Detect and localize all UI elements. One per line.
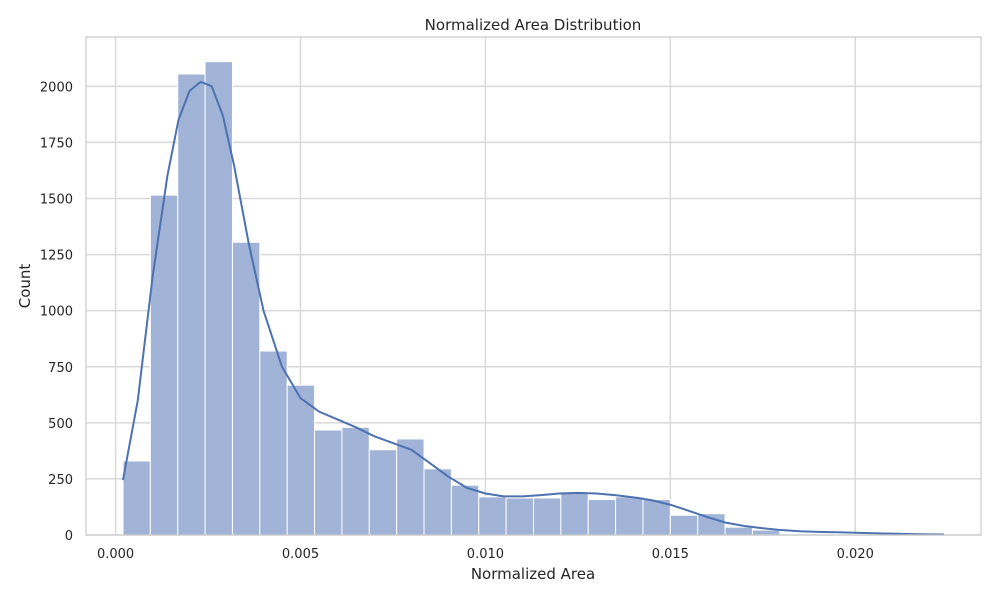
histogram-bar [150,195,177,535]
histogram-bar [561,494,588,536]
histogram-bar [424,469,451,535]
x-tick-label: 0.010 [467,547,504,562]
histogram-bar [315,430,342,535]
chart-title: Normalized Area Distribution [425,16,642,34]
histogram-bar [670,515,697,535]
y-tick-label: 2000 [40,80,73,95]
histogram-bar [397,439,424,535]
y-tick-label: 750 [48,361,73,376]
histogram-bar [178,74,205,535]
histogram-bar [342,427,369,535]
histogram-bar [698,514,725,535]
x-tick-label: 0.020 [837,547,874,562]
x-tick-label: 0.000 [97,547,134,562]
y-tick-label: 1000 [40,305,73,320]
histogram-bar [506,498,533,535]
y-tick-label: 500 [48,417,73,432]
histogram-bar [479,497,506,535]
histogram-bar [616,497,643,535]
histogram-bar [260,351,287,535]
histogram-bar [232,242,259,535]
histogram-bar [643,500,670,535]
histogram-bar [534,498,561,535]
x-tick-label: 0.005 [282,547,319,562]
histogram-bar [369,450,396,535]
y-axis-label: Count [16,264,34,309]
histogram-bar [752,530,779,535]
histogram-bar [123,461,150,535]
y-tick-label: 1500 [40,193,73,208]
histogram-bar [205,62,232,535]
histogram-bar [588,500,615,535]
histogram-bar [725,527,752,535]
histogram-bar [451,485,478,535]
y-tick-label: 0 [65,529,73,544]
y-tick-label: 1250 [40,249,73,264]
x-tick-label: 0.015 [652,547,689,562]
x-axis-label: Normalized Area [471,565,595,583]
histogram-bar [287,385,314,535]
y-tick-label: 250 [48,473,73,488]
y-tick-label: 1750 [40,136,73,151]
